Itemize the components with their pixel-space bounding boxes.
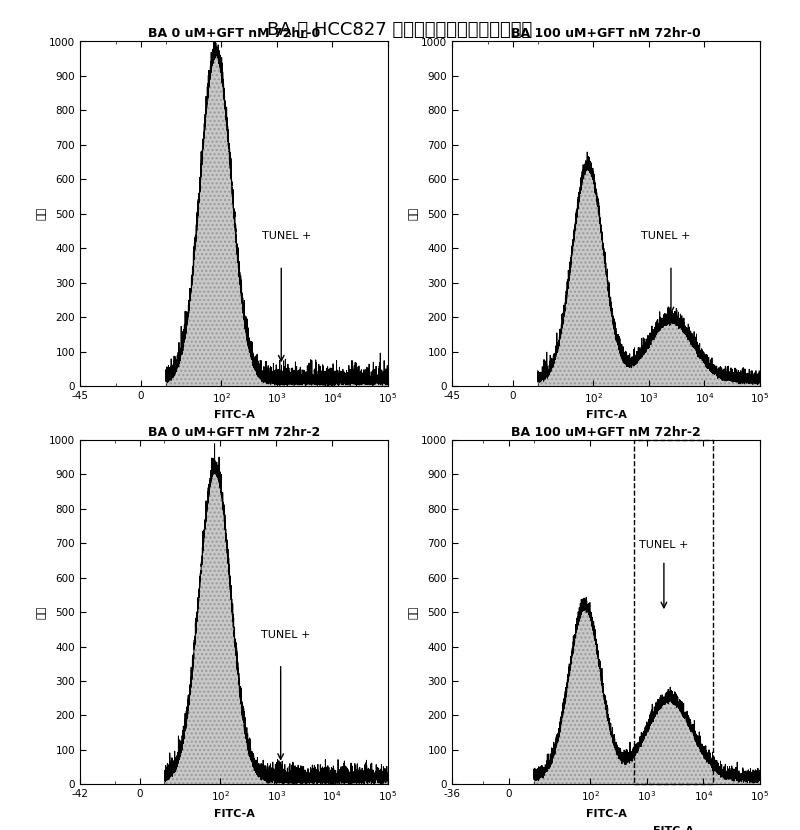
Y-axis label: 计数: 计数	[36, 606, 46, 618]
Title: BA 100 uM+GFT nM 72hr-0: BA 100 uM+GFT nM 72hr-0	[511, 27, 701, 41]
Text: TUNEL +: TUNEL +	[262, 232, 311, 242]
X-axis label: FITC-A: FITC-A	[214, 410, 254, 420]
Text: TUNEL +: TUNEL +	[262, 630, 310, 640]
Title: BA 0 uM+GFT nM 72hr-2: BA 0 uM+GFT nM 72hr-2	[148, 426, 320, 439]
Bar	[634, 440, 714, 784]
Y-axis label: 计数: 计数	[36, 208, 46, 220]
Y-axis label: 计数: 计数	[408, 208, 418, 220]
Title: BA 0 uM+GFT nM 72hr-0: BA 0 uM+GFT nM 72hr-0	[148, 27, 320, 41]
Text: TUNEL +: TUNEL +	[641, 232, 690, 242]
Text: FITC-A: FITC-A	[654, 826, 694, 830]
X-axis label: FITC-A: FITC-A	[214, 808, 254, 818]
Text: BA 在 HCC827 细胞系中加强吉非替尼的活性: BA 在 HCC827 细胞系中加强吉非替尼的活性	[267, 21, 533, 39]
Y-axis label: 计数: 计数	[408, 606, 418, 618]
Text: TUNEL +: TUNEL +	[639, 540, 689, 550]
Title: BA 100 uM+GFT nM 72hr-2: BA 100 uM+GFT nM 72hr-2	[511, 426, 701, 439]
X-axis label: FITC-A: FITC-A	[586, 808, 626, 818]
X-axis label: FITC-A: FITC-A	[586, 410, 626, 420]
